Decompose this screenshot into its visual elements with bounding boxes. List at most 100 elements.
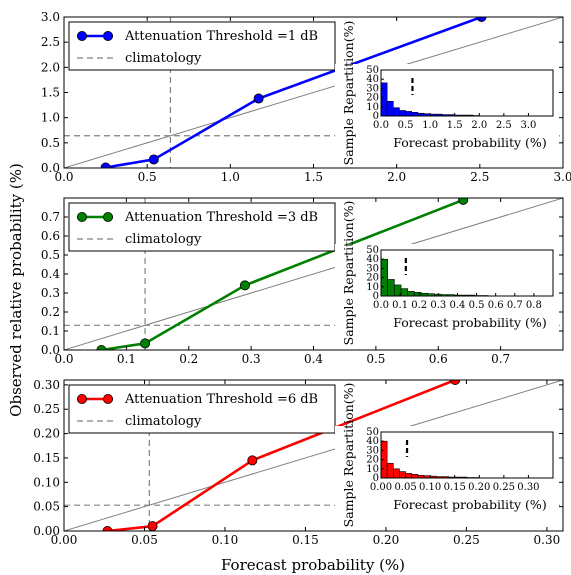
y-tick-label: 0.1	[41, 324, 60, 338]
histogram-bar	[407, 291, 415, 297]
inset-x-tick-label: 1.0	[422, 120, 438, 131]
histogram-bar	[386, 462, 394, 479]
legend-marker-icon	[77, 211, 88, 222]
histogram-bar	[400, 288, 409, 297]
inset-y-tick-label: 20	[366, 273, 379, 284]
inset-y-tick-label: 20	[366, 455, 379, 466]
x-tick-label: 0.15	[292, 533, 319, 547]
legend-label-series: Attenuation Threshold =1 dB	[124, 29, 318, 44]
reliability-panel-3: 0.00 0.05 0.10 0.15 0.20 0.25 0.300.000.050.10…	[33, 378, 564, 547]
y-tick-label: 2.0	[41, 60, 60, 74]
legend-label-series: Attenuation Threshold =6 dB	[124, 392, 318, 407]
y-tick-label: 1.5	[41, 86, 60, 100]
legend-marker-icon	[77, 393, 88, 404]
inset-x-tick-label: 0.20	[468, 482, 490, 493]
inset-x-tick-label: 0.0	[373, 120, 389, 131]
inset-y-axis-label: Sample Repartition(%)	[341, 201, 356, 346]
x-tick-label: 2.0	[387, 170, 406, 184]
reliability-series-line	[105, 17, 482, 168]
inset-x-tick-label: 2.0	[471, 120, 487, 131]
reliability-panel-2: 0.0 0.1 0.2 0.3 0.4 0.5 0.6 0.70.00.10.20.30.40…	[41, 197, 564, 366]
y-tick-label: 2.5	[41, 35, 60, 49]
reliability-point	[140, 338, 151, 349]
x-tick-label: 0.6	[429, 352, 448, 366]
inset-x-tick-label: 0.5	[469, 300, 485, 311]
x-tick-label: 1.5	[304, 170, 323, 184]
reliability-panel-1: 0.0 0.5 1.0 1.5 2.0 2.5 3.0 0.0 0.5 1.0 1.5 2.0 2.5 3…	[41, 10, 571, 184]
legend-marker-icon	[103, 393, 114, 404]
legend-marker-icon	[103, 30, 114, 41]
x-tick-label: 0.3	[242, 352, 261, 366]
legend: Attenuation Threshold =6 dB climatology	[68, 384, 336, 434]
inset-y-tick-label: 0	[373, 473, 379, 484]
inset-y-tick-label: 10	[366, 282, 379, 293]
inset-y-tick-label: 40	[366, 74, 379, 85]
inset-y-tick-label: 0	[373, 111, 379, 122]
inset-y-tick-label: 50	[366, 427, 379, 438]
inset-background	[335, 244, 559, 330]
legend: Attenuation Threshold =1 dB climatology	[68, 21, 336, 71]
inset-x-tick-label: 2.5	[496, 120, 512, 131]
inset-x-tick-label: 0.25	[493, 482, 515, 493]
inset-y-tick-label: 30	[366, 83, 379, 94]
inset-x-tick-label: 0.4	[449, 300, 465, 311]
reliability-point	[247, 455, 258, 466]
reliability-point	[450, 380, 461, 385]
y-axis-label: Observed relative probability (%)	[7, 163, 25, 417]
y-tick-label: 0.0	[41, 161, 60, 175]
histogram-bar	[386, 100, 394, 117]
x-tick-label: 0.0	[54, 352, 73, 366]
x-tick-label: 0.05	[131, 533, 158, 547]
perfect-reliability-line	[64, 17, 563, 168]
inset-x-axis-label: Forecast probability (%)	[393, 315, 546, 330]
inset-x-tick-label: 0.00	[370, 482, 392, 493]
inset-frame	[380, 69, 554, 117]
y-tick-label: 0.5	[41, 248, 60, 262]
y-tick-label: 0.6	[41, 229, 60, 243]
inset-x-tick-label: 0.10	[419, 482, 441, 493]
y-tick-label: 0.2	[41, 305, 60, 319]
inset-frame	[380, 431, 554, 479]
reliability-series-line	[107, 380, 456, 531]
inset-y-tick-label: 20	[366, 93, 379, 104]
x-tick-label: 1.0	[221, 170, 240, 184]
inset-x-tick-label: 1.5	[447, 120, 463, 131]
reliability-point	[102, 526, 113, 531]
axes-frame	[63, 379, 564, 532]
inset-y-tick-label: 40	[366, 436, 379, 447]
inset-y-tick-label: 10	[366, 464, 379, 475]
y-tick-label: 0.20	[33, 427, 60, 441]
histogram-bar	[392, 107, 400, 117]
inset-x-tick-label: 0.1	[392, 300, 408, 311]
perfect-reliability-line	[64, 380, 563, 531]
legend-label-climatology: climatology	[125, 414, 202, 429]
x-tick-label: 0.4	[304, 352, 323, 366]
inset-x-tick-label: 3.0	[520, 120, 536, 131]
y-tick-label: 0.25	[33, 402, 60, 416]
inset-y-axis-label: Sample Repartition(%)	[341, 21, 356, 166]
x-tick-label: 0.1	[117, 352, 136, 366]
histogram-bar	[399, 471, 406, 479]
inset-y-tick-label: 10	[366, 102, 379, 113]
panels: 0.0 0.5 1.0 1.5 2.0 2.5 3.0 0.0 0.5 1.0 1.5 2.0 2.5 3…	[33, 10, 571, 547]
x-tick-label: 0.00	[51, 533, 78, 547]
inset-background	[335, 426, 559, 512]
x-tick-label: 0.20	[373, 533, 400, 547]
y-tick-label: 0.00	[33, 524, 60, 538]
reliability-point	[148, 154, 159, 165]
legend-marker-icon	[77, 30, 88, 41]
inset-background	[335, 64, 559, 150]
legend-box	[68, 21, 336, 71]
y-tick-label: 3.0	[41, 10, 60, 24]
inset-x-axis-label: Forecast probability (%)	[393, 135, 546, 150]
legend-label-climatology: climatology	[125, 51, 202, 66]
inset-y-tick-label: 30	[366, 263, 379, 274]
x-tick-label: 2.5	[470, 170, 489, 184]
inset-y-tick-label: 50	[366, 65, 379, 76]
legend-box	[68, 384, 336, 434]
y-tick-label: 1.0	[41, 111, 60, 125]
inset-y-tick-label: 30	[366, 445, 379, 456]
